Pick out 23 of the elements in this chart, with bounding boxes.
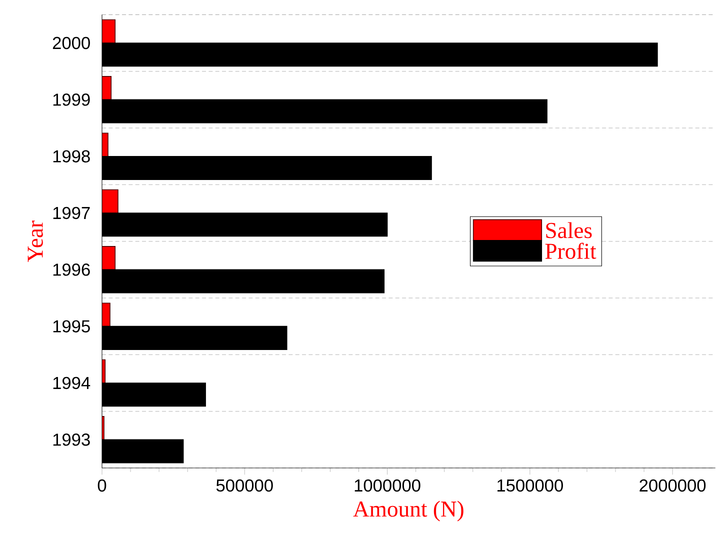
y-tick-label: 1994 <box>53 376 90 390</box>
x-tick-label: 1000000 <box>354 479 420 492</box>
x-tick-label: 1500000 <box>497 479 563 492</box>
x-tick-label: 0 <box>98 479 106 492</box>
bar <box>102 76 112 100</box>
bar <box>102 246 116 270</box>
bar <box>102 132 108 157</box>
x-axis-title: Amount (N) <box>353 500 464 522</box>
y-tick-label: 1998 <box>53 150 90 162</box>
y-tick-label: 1993 <box>53 434 90 446</box>
legend-label: Sales <box>546 222 592 238</box>
bar <box>102 189 118 214</box>
legend-label: Profit <box>545 242 596 259</box>
y-tick-label: 2000 <box>52 36 90 50</box>
x-tick-label: 2000000 <box>640 479 706 492</box>
y-tick-label: 1995 <box>53 320 90 332</box>
y-axis-title: Year <box>28 220 43 262</box>
y-tick-label: 1996 <box>53 264 90 276</box>
bar <box>102 302 110 327</box>
bar <box>102 19 116 44</box>
y-tick-label: 1997 <box>53 206 90 220</box>
y-tick-label: 1999 <box>53 94 90 106</box>
x-tick-label: 500000 <box>216 479 273 492</box>
